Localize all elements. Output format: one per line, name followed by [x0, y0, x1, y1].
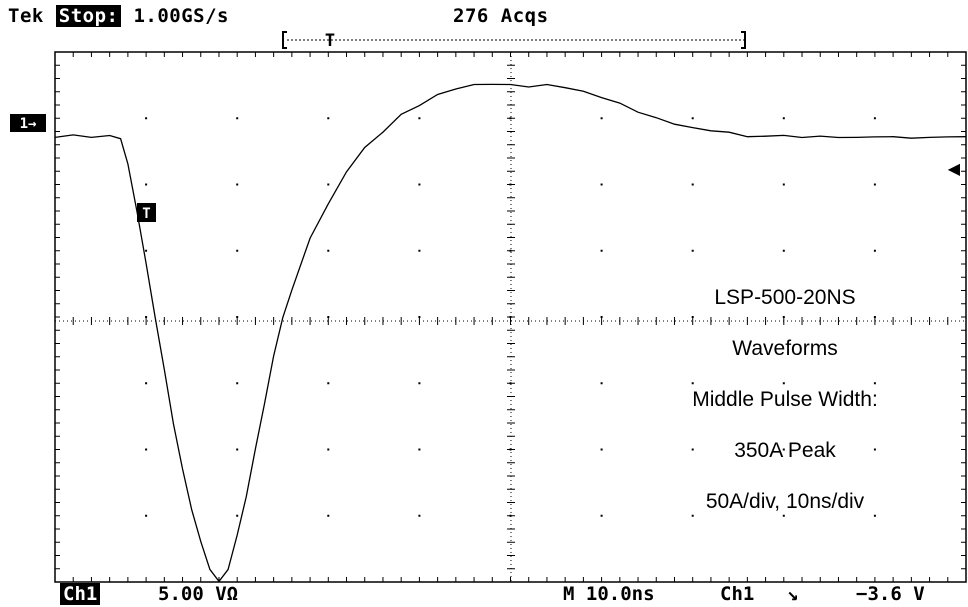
grid-dot	[873, 117, 876, 120]
grid-dot	[782, 183, 785, 186]
sample-rate-readout: 1.00GS/s	[133, 5, 229, 27]
acquisition-count: 276 Acqs	[453, 5, 549, 27]
grid-dot	[327, 382, 330, 385]
run-state-badge: Stop:	[55, 5, 122, 27]
grid-dot	[145, 249, 148, 252]
grid-dot	[600, 249, 603, 252]
grid-dot	[145, 117, 148, 120]
record-position-bar: T	[282, 31, 746, 51]
grid-dot	[327, 448, 330, 451]
grid-dot	[236, 183, 239, 186]
grid-dot	[600, 183, 603, 186]
grid-dot	[236, 514, 239, 517]
grid-dot	[782, 249, 785, 252]
grid-dot	[873, 448, 876, 451]
grid-dot	[418, 183, 421, 186]
channel-readout: Ch1	[60, 583, 101, 605]
annotation-line-1: LSP-500-20NS	[714, 285, 856, 309]
trigger-slope-icon: ↘	[787, 583, 799, 605]
channel-1-reference-marker[interactable]: 1→	[10, 114, 46, 132]
waveform-trace	[54, 83, 967, 583]
grid-dot	[236, 448, 239, 451]
waveform-annotation: LSP-500-20NS Waveforms Middle Pulse Widt…	[640, 259, 930, 540]
grid-dot	[418, 382, 421, 385]
grid-dot	[145, 514, 148, 517]
grid-dot	[873, 249, 876, 252]
grid-dot	[236, 117, 239, 120]
grid-dot	[327, 249, 330, 252]
grid-dot	[236, 382, 239, 385]
trigger-source-readout: Ch1	[720, 583, 755, 605]
grid-dot	[236, 249, 239, 252]
grid-dot	[782, 117, 785, 120]
svg-text:1→: 1→	[20, 116, 37, 132]
annotation-line-2: Waveforms	[732, 336, 838, 360]
grid-dot	[873, 183, 876, 186]
grid-dot	[327, 117, 330, 120]
grid-dot	[418, 514, 421, 517]
grid-dot	[600, 514, 603, 517]
trigger-level-marker[interactable]: ◀	[948, 159, 961, 178]
grid-dot	[145, 382, 148, 385]
grid-dot	[145, 448, 148, 451]
status-bar: Tek Stop: 1.00GS/s	[8, 5, 229, 27]
grid-dot	[782, 514, 785, 517]
graticule	[54, 51, 967, 583]
grid-dot	[782, 382, 785, 385]
grid-dot	[691, 514, 694, 517]
annotation-line-4: 350A Peak	[734, 438, 836, 462]
grid-dot	[418, 448, 421, 451]
waveform-trigger-marker: T	[137, 203, 156, 222]
grid-dot	[691, 448, 694, 451]
grid-dot	[145, 183, 148, 186]
grid-dot	[327, 514, 330, 517]
grid-dot	[691, 249, 694, 252]
grid-dot	[691, 183, 694, 186]
grid-dot	[600, 448, 603, 451]
annotation-line-5: 50A/div, 10ns/div	[705, 489, 865, 513]
grid-dot	[691, 117, 694, 120]
grid-dot	[600, 382, 603, 385]
grid-dot	[782, 448, 785, 451]
trigger-level-readout: −3.6 V	[856, 583, 925, 605]
grid-dot	[600, 117, 603, 120]
svg-text:T: T	[142, 206, 150, 222]
grid-dot	[327, 183, 330, 186]
brand-label: Tek	[8, 5, 44, 27]
trigger-position-marker: T	[325, 31, 335, 51]
vertical-scale-readout: 5.00 VΩ	[158, 583, 239, 605]
timebase-readout: M 10.0ns	[563, 583, 655, 605]
channel-label: Ch1	[60, 583, 101, 605]
grid-dot	[873, 514, 876, 517]
grid-dot	[691, 382, 694, 385]
grid-dot	[418, 117, 421, 120]
annotation-line-3: Middle Pulse Width:	[692, 387, 878, 411]
grid-dot	[418, 249, 421, 252]
grid-dot	[873, 382, 876, 385]
